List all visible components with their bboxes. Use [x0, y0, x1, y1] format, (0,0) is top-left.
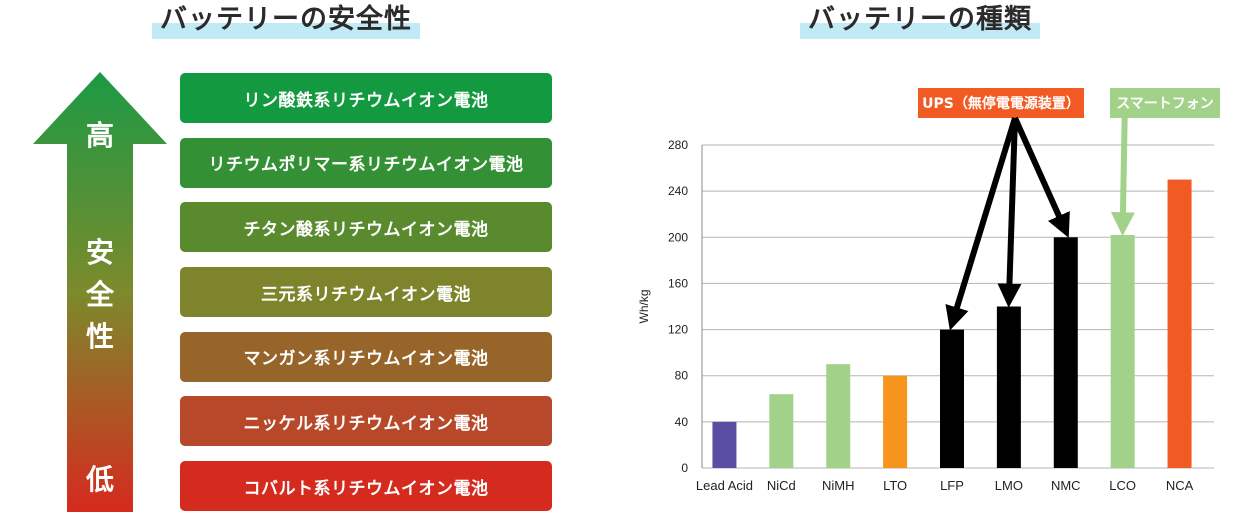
y-tick-label: 40	[675, 415, 689, 429]
battery-item: リン酸鉄系リチウムイオン電池	[180, 73, 552, 123]
bar	[883, 375, 908, 468]
y-tick-label: 280	[668, 138, 688, 152]
types-title-text: バッテリーの種類	[808, 4, 1032, 35]
safety-title: バッテリーの安全性	[152, 4, 420, 39]
smartphone-pointer-arrow	[1110, 117, 1135, 237]
battery-item: 三元系リチウムイオン電池	[180, 267, 552, 318]
x-tick-label: NCA	[1166, 478, 1194, 493]
battery-item: マンガン系リチウムイオン電池	[180, 331, 552, 382]
y-tick-label: 240	[668, 184, 688, 198]
battery-item: チタン酸系リチウムイオン電池	[180, 202, 552, 253]
arrow-label-safety: 安全性	[85, 236, 114, 353]
bar	[996, 306, 1021, 468]
ups-pointer-arrow	[997, 117, 1022, 308]
y-tick-label: 200	[668, 230, 688, 244]
ups-pointer-arrow	[1012, 116, 1070, 238]
ups-pointer-arrow	[945, 117, 1018, 331]
y-tick-label: 80	[675, 369, 689, 383]
x-tick-label: Lead Acid	[696, 478, 753, 493]
y-axis-label: Wh/kg	[637, 289, 651, 323]
x-tick-label: LTO	[883, 478, 907, 493]
x-tick-label: NiCd	[767, 478, 796, 493]
energy-density-chart: 0 40 80 120 160 200 240 280 Wh/kg Lead Acid NiCd Ni…	[637, 116, 1214, 493]
bar	[940, 329, 964, 468]
battery-item: ニッケル系リチウムイオン電池	[180, 396, 552, 447]
x-tick-label: NiMH	[822, 478, 855, 493]
y-tick-label: 0	[681, 461, 688, 475]
battery-item: コバルト系リチウムイオン電池	[180, 461, 552, 512]
bar	[712, 421, 737, 468]
bar	[1110, 234, 1135, 468]
x-tick-label: LFP	[940, 478, 964, 493]
safety-title-text: バッテリーの安全性	[160, 4, 412, 35]
arrow-label-low: 低	[85, 463, 114, 496]
battery-safety-list: リン酸鉄系リチウムイオン電池 リチウムポリマー系リチウムイオン電池 チタン酸系リチウ…	[180, 73, 552, 526]
x-tick-label: NMC	[1051, 478, 1081, 493]
bar	[826, 364, 851, 468]
y-tick-label: 160	[668, 276, 688, 290]
battery-item: リチウムポリマー系リチウムイオン電池	[180, 137, 552, 188]
smartphone-callout: スマートフォン	[1110, 88, 1220, 118]
bar	[1053, 237, 1078, 468]
safety-arrow	[33, 72, 167, 512]
bar	[1167, 179, 1192, 468]
arrow-label-high: 高	[85, 119, 114, 152]
y-tick-label: 120	[668, 323, 688, 337]
ups-callout: UPS（無停電電源装置）	[918, 88, 1084, 118]
bar	[769, 394, 794, 468]
x-tick-label: LMO	[995, 478, 1023, 493]
x-tick-label: LCO	[1109, 478, 1136, 493]
types-title: バッテリーの種類	[800, 4, 1040, 39]
